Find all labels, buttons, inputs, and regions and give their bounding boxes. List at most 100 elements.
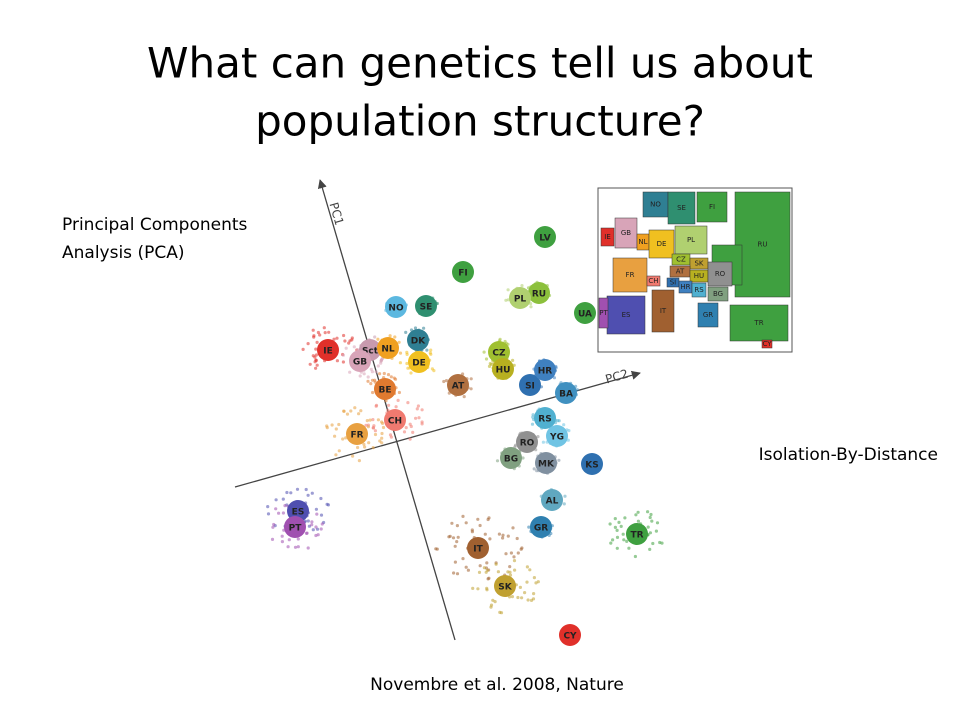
sample-dot — [393, 377, 398, 381]
sample-dot — [447, 535, 451, 539]
population-marker — [407, 329, 429, 351]
sample-dot — [484, 357, 489, 361]
map-label: RS — [694, 286, 704, 294]
sample-dot — [634, 513, 638, 517]
sample-dot — [651, 541, 655, 546]
population-label: UA — [578, 310, 592, 320]
sample-dot — [655, 521, 660, 525]
sample-dot — [296, 537, 300, 541]
sample-dot — [342, 333, 346, 338]
sample-dot — [525, 580, 529, 584]
sample-dot — [450, 521, 454, 525]
population-label: NL — [381, 345, 395, 355]
population-label: DE — [412, 359, 426, 369]
sample-dot — [521, 456, 525, 460]
sample-dot — [332, 337, 336, 341]
sample-dot — [552, 376, 557, 380]
sample-dot — [334, 453, 338, 457]
sample-dot — [398, 351, 403, 355]
sample-dot — [563, 494, 567, 498]
sample-dot — [266, 512, 271, 516]
sample-dot — [373, 432, 378, 437]
sample-dot — [462, 395, 466, 399]
sample-dot — [529, 305, 533, 309]
sample-dot — [494, 562, 498, 566]
sample-dot — [648, 531, 653, 535]
sample-dot — [274, 507, 278, 511]
sample-dot — [315, 340, 319, 344]
sample-dot — [420, 408, 424, 412]
sample-dot — [485, 586, 489, 591]
population-label: Sct — [362, 347, 379, 357]
sample-dot — [518, 585, 523, 590]
population-label: CH — [388, 417, 402, 427]
sample-dot — [497, 532, 501, 536]
sample-dot — [327, 330, 331, 334]
sample-dot — [536, 435, 540, 439]
sample-dot — [487, 576, 491, 580]
sample-dot — [408, 437, 412, 441]
map-region — [614, 217, 638, 249]
sample-dot — [496, 570, 500, 574]
method-label: Principal Components — [62, 215, 248, 235]
sample-dot — [380, 436, 384, 440]
sample-dot — [520, 546, 524, 550]
sample-dot — [404, 426, 408, 430]
map-label: HU — [694, 272, 704, 280]
sample-dot — [615, 546, 619, 550]
sample-dot — [305, 531, 309, 535]
sample-dot — [636, 519, 641, 523]
sample-dot — [478, 523, 482, 528]
sample-dot — [356, 445, 360, 450]
map-label: RU — [758, 241, 768, 249]
sample-dot — [373, 429, 377, 433]
population-label: TR — [630, 531, 643, 541]
population-label: LV — [539, 234, 550, 244]
sample-dot — [455, 572, 460, 576]
population-marker — [452, 261, 474, 283]
sample-dot — [405, 350, 409, 354]
map-label: IT — [660, 307, 667, 315]
sample-dot — [408, 422, 412, 426]
sample-dot — [310, 491, 314, 495]
sample-dot — [510, 358, 515, 362]
sample-dot — [453, 544, 457, 548]
sample-dot — [283, 504, 287, 508]
population-marker — [626, 523, 648, 545]
sample-dot — [381, 425, 386, 430]
sample-dot — [562, 502, 566, 506]
sample-dot — [506, 534, 510, 538]
sample-dot — [658, 540, 662, 545]
sample-dot — [508, 565, 512, 569]
map-region — [697, 302, 719, 328]
map-region — [600, 227, 615, 247]
sample-dot — [270, 537, 275, 542]
population-label: GR — [534, 524, 548, 534]
sample-dot — [422, 326, 426, 330]
sample-dot — [515, 536, 519, 541]
map-label: NO — [650, 201, 661, 209]
sample-dot — [343, 339, 347, 343]
sample-dot — [397, 390, 401, 395]
sample-dot — [406, 366, 410, 370]
method-label: Analysis (PCA) — [62, 243, 184, 263]
population-label: AT — [452, 382, 465, 392]
sample-dot — [271, 525, 275, 529]
population-marker — [384, 409, 406, 431]
population-label: RO — [520, 439, 535, 449]
sample-dot — [274, 498, 278, 502]
map-label: FI — [709, 203, 715, 211]
sample-dot — [319, 513, 324, 517]
sample-dot — [405, 361, 409, 366]
sample-dot — [504, 298, 508, 302]
sample-dot — [388, 433, 393, 437]
sample-dot — [397, 340, 401, 344]
sample-dot — [470, 530, 474, 534]
sample-dot — [504, 552, 508, 556]
population-marker — [415, 295, 437, 317]
map-label: CH — [648, 277, 658, 285]
sample-dot — [613, 517, 617, 521]
sample-dot — [464, 521, 468, 525]
sample-dot — [306, 546, 310, 550]
population-marker — [447, 374, 469, 396]
